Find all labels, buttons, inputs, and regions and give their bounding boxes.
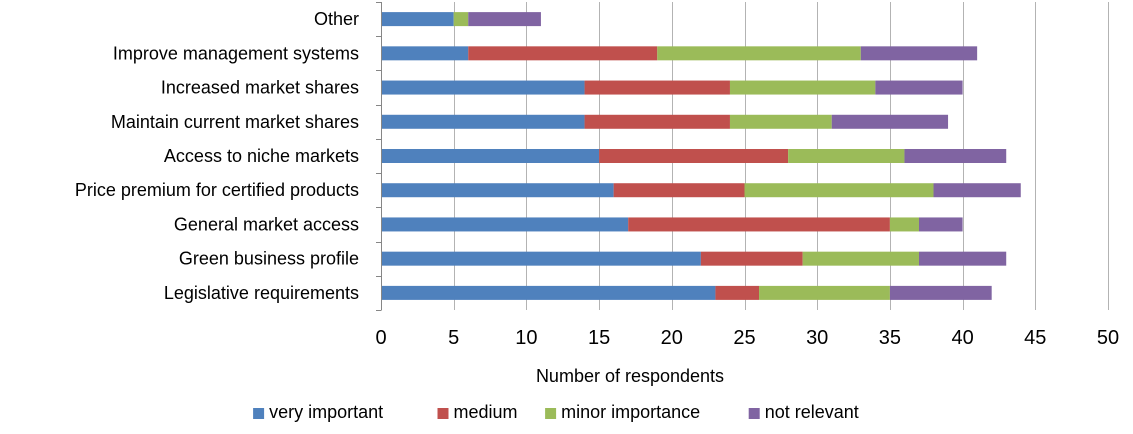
category-labels: Other Improve management systems Increased… xyxy=(75,9,359,303)
bar-segment xyxy=(584,114,730,129)
bar-segment xyxy=(918,217,963,232)
bar-segment xyxy=(381,217,629,232)
legend-swatch xyxy=(748,408,760,419)
bar-segment xyxy=(918,251,1007,266)
bar-segment xyxy=(613,183,745,198)
x-tick-label: 20 xyxy=(661,327,683,349)
bar-segment xyxy=(453,12,469,27)
bar-segment xyxy=(381,183,614,198)
bar-segment xyxy=(599,149,789,163)
legend-label: medium xyxy=(454,402,518,422)
bar-segment xyxy=(584,80,730,95)
x-tick-label: 30 xyxy=(806,327,828,349)
category-label: Maintain current market shares xyxy=(111,112,359,132)
category-label: Access to niche markets xyxy=(164,146,359,166)
bar-segment xyxy=(468,46,658,61)
bars xyxy=(381,12,1021,300)
axes xyxy=(376,2,382,311)
category-label: Price premium for certified products xyxy=(75,180,359,200)
legend-label: minor importance xyxy=(561,402,700,422)
x-tick-label: 5 xyxy=(448,327,459,349)
bar-segment xyxy=(904,149,1007,163)
legend-label: very important xyxy=(269,402,383,422)
bar-segment xyxy=(933,183,1021,198)
category-label: Legislative requirements xyxy=(164,283,359,303)
bar-segment xyxy=(381,114,585,129)
legend: very important medium minor importance not … xyxy=(253,402,859,422)
x-tick-labels: 0 5 10 15 20 25 30 35 40 45 50 xyxy=(375,327,1119,349)
bar-segment xyxy=(802,251,919,266)
bar-segment xyxy=(889,217,919,232)
category-label: Increased market shares xyxy=(161,78,359,98)
bar-segment xyxy=(860,46,978,61)
bar-segment xyxy=(831,114,949,129)
bar-segment xyxy=(700,251,803,266)
bar-segment xyxy=(381,251,701,266)
x-tick-label: 10 xyxy=(515,327,537,349)
x-tick-label: 35 xyxy=(879,327,901,349)
bar-segment xyxy=(381,46,469,61)
x-tick-label: 0 xyxy=(375,327,386,349)
bar-segment xyxy=(875,80,963,95)
bar-segment xyxy=(729,114,832,129)
x-tick-label: 25 xyxy=(733,327,755,349)
x-tick-label: 50 xyxy=(1097,327,1119,349)
category-label: Green business profile xyxy=(179,249,359,269)
bar-segment xyxy=(715,285,760,300)
bar-segment xyxy=(381,80,585,95)
bar-segment xyxy=(381,12,454,27)
bar-segment xyxy=(381,285,716,300)
bar-segment xyxy=(744,183,934,198)
bar-segment xyxy=(788,149,905,163)
x-tick-label: 40 xyxy=(951,327,973,349)
x-tick-label: 15 xyxy=(588,327,610,349)
category-label: General market access xyxy=(174,214,359,234)
legend-label: not relevant xyxy=(765,402,859,422)
category-label: Improve management systems xyxy=(113,43,359,63)
legend-swatch xyxy=(437,408,449,419)
bar-segment xyxy=(729,80,876,95)
bar-segment xyxy=(759,285,890,300)
bar-segment xyxy=(381,149,600,163)
bar-segment xyxy=(657,46,861,61)
bar-segment xyxy=(468,12,541,27)
x-tick-label: 45 xyxy=(1024,327,1046,349)
category-label: Other xyxy=(314,9,359,29)
legend-swatch xyxy=(253,408,265,419)
bar-segment xyxy=(628,217,890,232)
bar-segment xyxy=(889,285,992,300)
legend-swatch xyxy=(545,408,557,419)
x-axis-title: Number of respondents xyxy=(536,366,724,386)
